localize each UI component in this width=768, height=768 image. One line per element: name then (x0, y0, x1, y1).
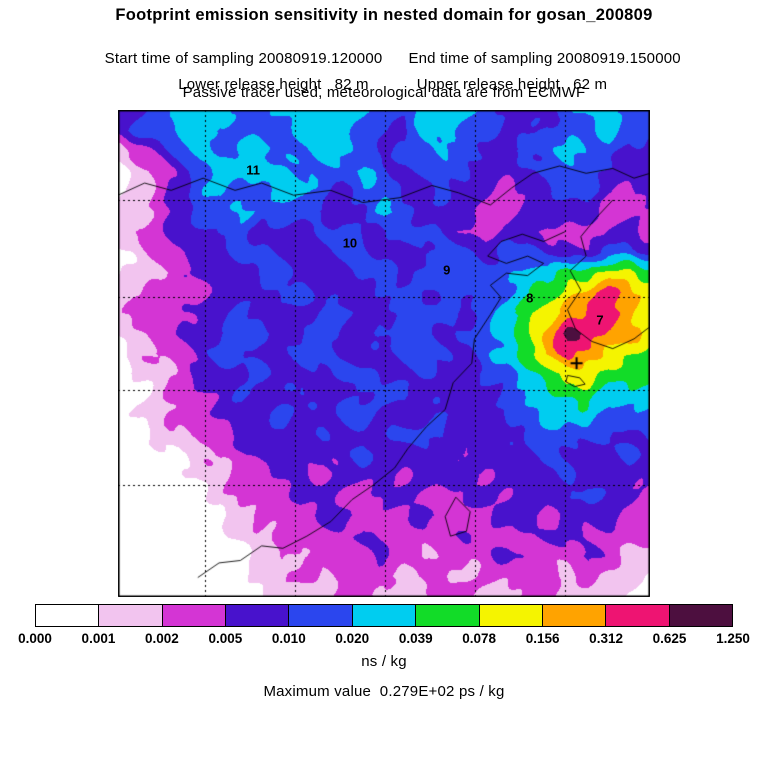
colorbar-tick-label: 0.002 (145, 631, 179, 646)
colorbar-tick-label: 0.000 (18, 631, 52, 646)
colorbar-tick-label: 0.078 (462, 631, 497, 646)
sensitivity-heatmap (118, 110, 650, 597)
colorbar-tick-label: 1.250 (716, 631, 750, 646)
figure-title: Footprint emission sensitivity in nested… (115, 6, 653, 24)
colorbar-tick-label: 0.625 (652, 631, 687, 646)
colorbar-segment (478, 605, 542, 626)
colorbar-tick-label: 0.156 (525, 631, 560, 646)
lower-release-label: Lower release height 82 m (178, 76, 369, 93)
colorbar-segment (225, 605, 289, 626)
upper-release-label: Upper release height 62 m (416, 76, 608, 93)
colorbar-segment (605, 605, 669, 626)
colorbar-tick-label: 0.020 (335, 631, 370, 646)
colorbar-segment (415, 605, 479, 626)
max-value-label: Maximum value 0.279E+02 ps / kg (263, 683, 505, 700)
end-time-label: End time of sampling 20080919.150000 (408, 50, 681, 67)
colorbar-tick-label: 0.039 (398, 631, 433, 646)
colorbar-tick-label: 0.010 (271, 631, 306, 646)
colorbar-segment (541, 605, 606, 626)
colorbar-tick-label: 0.005 (208, 631, 243, 646)
colorbar-tick-labels: 0.000 0.001 0.002 0.005 0.010 0.020 0.039 0.078… (18, 631, 750, 648)
sampling-time-line: Start time of sampling 20080919.120000 En… (0, 33, 768, 84)
tracer-note: Passive tracer used, meteorological data… (182, 84, 586, 101)
colorbar-units: ns / kg (361, 653, 407, 670)
colorbar-segment (668, 605, 732, 626)
colorbar-tick-label: 0.001 (81, 631, 116, 646)
release-height-line: Lower release height 82 m Upper release h… (0, 59, 768, 110)
colorbar-segment (161, 605, 226, 626)
colorbar-segment (98, 605, 162, 626)
map-panel: 11 10 9 8 7 (118, 110, 650, 597)
colorbar-tick-label: 0.312 (589, 631, 623, 646)
colorbar-segment (288, 605, 352, 626)
colorbar-segment (36, 605, 99, 626)
start-time-label: Start time of sampling 20080919.120000 (104, 50, 383, 67)
colorbar (35, 604, 733, 627)
colorbar-segment (351, 605, 416, 626)
